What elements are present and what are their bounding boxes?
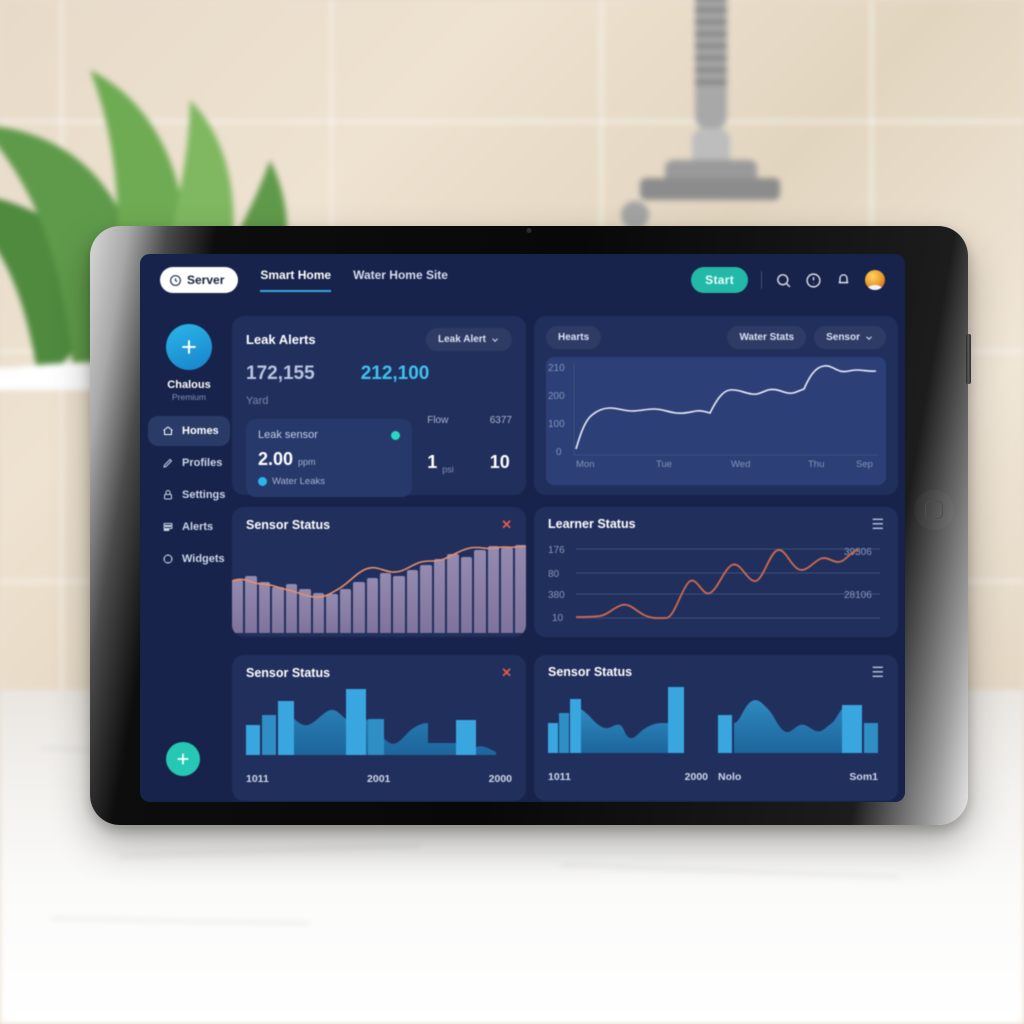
svg-text:Sep: Sep <box>856 459 873 470</box>
svg-text:210: 210 <box>548 363 565 374</box>
svg-text:10: 10 <box>552 613 564 624</box>
svg-text:0: 0 <box>556 447 562 458</box>
svg-text:Tue: Tue <box>656 459 672 470</box>
svg-text:200: 200 <box>548 391 565 402</box>
svg-text:Mon: Mon <box>576 459 594 470</box>
svg-text:Thu: Thu <box>808 459 824 470</box>
svg-text:80: 80 <box>548 569 560 580</box>
svg-text:Wed: Wed <box>731 459 750 470</box>
svg-text:28106: 28106 <box>844 590 872 601</box>
svg-text:380: 380 <box>548 590 565 601</box>
svg-text:176: 176 <box>548 545 565 556</box>
svg-text:100: 100 <box>548 419 565 430</box>
